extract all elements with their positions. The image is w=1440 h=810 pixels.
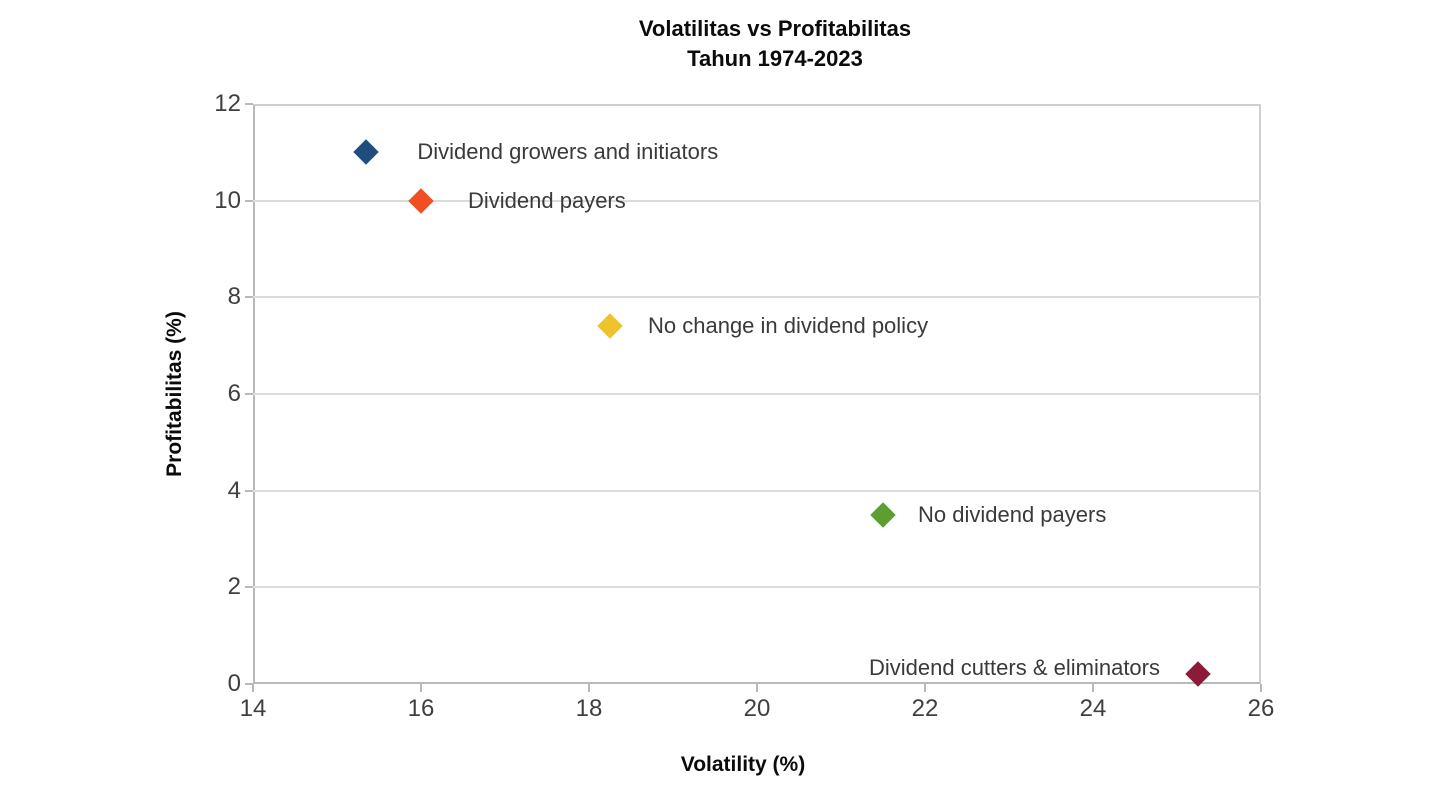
y-tick-mark [245, 199, 253, 202]
y-tick-label: 0 [227, 670, 241, 697]
chart-title-block: Volatilitas vs Profitabilitas Tahun 1974… [255, 14, 1295, 74]
x-tick-mark [588, 684, 590, 692]
gridline-y [253, 489, 1261, 492]
data-point-label: No dividend payers [918, 501, 1107, 527]
data-point-label: Dividend payers [468, 187, 626, 213]
y-tick-label: 8 [227, 283, 241, 311]
gridline-y [253, 296, 1261, 299]
x-tick-label: 26 [1247, 695, 1275, 722]
y-tick-mark [245, 296, 253, 299]
x-tick-label: 24 [1079, 695, 1107, 722]
x-tick-label: 14 [239, 695, 267, 722]
y-tick-mark [245, 489, 253, 492]
chart-title: Volatilitas vs Profitabilitas [638, 16, 912, 41]
y-tick-mark [245, 103, 253, 105]
x-tick-mark [1092, 684, 1094, 692]
y-tick-label: 12 [214, 90, 241, 117]
data-point-label: Dividend cutters & eliminators [868, 655, 1160, 681]
x-tick-label: 22 [911, 695, 939, 722]
y-tick-mark [245, 586, 253, 589]
gridline-y [253, 393, 1261, 395]
y-tick-mark [245, 683, 253, 685]
x-tick-mark [924, 684, 926, 692]
data-point-label: Dividend growers and initiators [417, 139, 719, 165]
x-tick-mark [1260, 684, 1262, 692]
x-tick-label: 16 [407, 695, 435, 722]
gridline-y [253, 586, 1261, 589]
x-axis-title: Volatility (%) [680, 753, 806, 776]
data-point-label: No change in dividend policy [648, 313, 929, 339]
y-tick-mark [245, 393, 253, 395]
y-tick-label: 2 [227, 573, 241, 601]
x-tick-mark [756, 684, 758, 692]
y-tick-label: 10 [214, 186, 241, 214]
x-tick-label: 20 [743, 695, 771, 722]
x-tick-mark [420, 684, 422, 692]
x-tick-mark [252, 684, 254, 692]
gridline-y [253, 199, 1261, 202]
y-tick-label: 4 [227, 476, 241, 504]
x-tick-label: 18 [575, 695, 603, 722]
y-tick-label: 6 [227, 380, 241, 407]
chart-subtitle: Tahun 1974-2023 [687, 46, 863, 71]
